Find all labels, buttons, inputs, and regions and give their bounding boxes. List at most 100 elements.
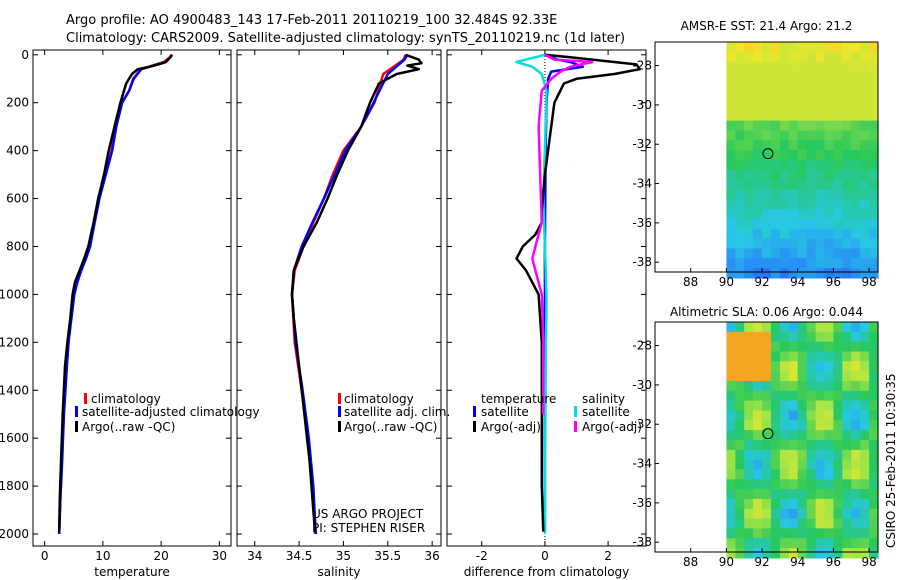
heatmap-cell bbox=[771, 322, 781, 333]
heatmap-cell bbox=[788, 179, 799, 190]
heatmap-cell bbox=[806, 430, 817, 441]
heatmap-cell bbox=[744, 238, 754, 249]
y-tick-label: -34 bbox=[632, 177, 652, 191]
heatmap-cell bbox=[824, 420, 834, 431]
heatmap-cell bbox=[842, 420, 852, 431]
heatmap-cell bbox=[744, 538, 754, 549]
heatmap-cell bbox=[797, 439, 808, 451]
heatmap-cell bbox=[842, 179, 852, 190]
heatmap-cell bbox=[851, 258, 861, 269]
heatmap-cell bbox=[842, 101, 852, 112]
heatmap-cell bbox=[842, 110, 852, 122]
x-tick-label: 92 bbox=[754, 555, 769, 569]
heatmap-cell bbox=[735, 518, 745, 529]
heatmap-cell bbox=[726, 410, 736, 421]
heatmap-cell bbox=[860, 140, 870, 151]
heatmap-cell bbox=[726, 548, 736, 559]
heatmap-cell bbox=[806, 61, 817, 73]
heatmap-cell bbox=[833, 361, 843, 372]
heatmap-cell bbox=[735, 459, 745, 470]
heatmap-cell bbox=[797, 400, 808, 411]
heatmap-cell bbox=[851, 130, 861, 141]
heatmap-cell bbox=[779, 189, 790, 200]
heatmap-cell bbox=[833, 140, 843, 151]
heatmap-cell bbox=[806, 381, 817, 392]
heatmap-cell bbox=[726, 449, 736, 461]
heatmap-cell bbox=[762, 248, 772, 259]
heatmap-cell bbox=[771, 91, 781, 102]
heatmap-cell bbox=[860, 120, 870, 131]
heatmap-cell bbox=[869, 498, 879, 510]
heatmap-cell bbox=[842, 410, 852, 421]
heatmap-cell bbox=[779, 42, 790, 53]
heatmap-cell bbox=[744, 449, 754, 461]
x-axis-label: difference from climatology bbox=[464, 565, 630, 579]
heatmap-cell bbox=[744, 390, 754, 402]
heatmap-cell bbox=[744, 371, 754, 382]
heatmap-cell bbox=[824, 159, 834, 171]
heatmap-cell bbox=[797, 218, 808, 230]
heatmap-cell bbox=[851, 159, 861, 171]
heatmap-cell bbox=[806, 228, 817, 240]
heatmap-cell bbox=[735, 420, 745, 431]
heatmap-cell bbox=[842, 159, 852, 171]
heatmap-cell bbox=[842, 381, 852, 392]
heatmap-cell bbox=[753, 169, 763, 181]
heatmap-cell bbox=[806, 322, 817, 333]
heatmap-cell bbox=[797, 91, 808, 102]
heatmap-cell bbox=[744, 228, 754, 240]
heatmap-cell bbox=[779, 61, 790, 73]
heatmap-cell bbox=[779, 258, 790, 269]
heatmap-cell bbox=[771, 489, 781, 500]
heatmap-cell bbox=[797, 169, 808, 181]
heatmap-cell bbox=[744, 248, 754, 259]
heatmap-cell bbox=[815, 218, 826, 230]
heatmap-cell bbox=[762, 390, 772, 402]
heatmap-cell bbox=[842, 120, 852, 131]
heatmap-cell bbox=[753, 489, 763, 500]
x-tick-label: 0 bbox=[41, 549, 49, 563]
heatmap-cell bbox=[735, 209, 745, 220]
heatmap-cell bbox=[753, 61, 763, 73]
heatmap-cell bbox=[806, 258, 817, 269]
heatmap-cell bbox=[797, 548, 808, 559]
heatmap-cell bbox=[842, 459, 852, 470]
heatmap-cell bbox=[797, 361, 808, 372]
heatmap-cell bbox=[869, 159, 879, 171]
temperature-panel: 0 10 20 30 0 200 400 600 800 1000 1200 1400 1600 1800… bbox=[0, 48, 232, 579]
heatmap-cell bbox=[779, 548, 790, 559]
heatmap-cell bbox=[806, 331, 817, 343]
heatmap-cell bbox=[744, 361, 754, 372]
heatmap-cell bbox=[788, 130, 799, 141]
heatmap-cell bbox=[762, 268, 772, 279]
heatmap-cell bbox=[806, 548, 817, 559]
heatmap-cell bbox=[815, 341, 826, 353]
y-tick-label: -28 bbox=[632, 59, 652, 73]
heatmap-cell bbox=[869, 110, 879, 122]
map-frame bbox=[654, 321, 879, 553]
heatmap-cell bbox=[744, 81, 754, 92]
heatmap-cell bbox=[797, 159, 808, 171]
y-tick-label: 2000 bbox=[0, 527, 29, 541]
heatmap-cell bbox=[833, 150, 843, 161]
heatmap-cell bbox=[762, 548, 772, 559]
heatmap-cell bbox=[860, 381, 870, 392]
heatmap-cell bbox=[815, 548, 826, 559]
legend-label-temp-argo: Argo(-adj) bbox=[481, 420, 541, 434]
heatmap-cell bbox=[726, 248, 736, 259]
header-line-1: Argo profile: AO 4900483_143 17-Feb-2011… bbox=[66, 13, 557, 28]
heatmap-cell bbox=[860, 498, 870, 510]
heatmap-cell bbox=[851, 248, 861, 259]
heatmap-cell bbox=[806, 130, 817, 141]
heatmap-cell bbox=[771, 130, 781, 141]
heatmap-cell bbox=[860, 538, 870, 549]
heatmap-cell bbox=[753, 508, 763, 520]
heatmap-cell bbox=[824, 110, 834, 122]
heatmap-cell bbox=[860, 371, 870, 382]
header-line-2: Climatology: CARS2009. Satellite-adjuste… bbox=[66, 31, 625, 46]
heatmap-cell bbox=[833, 218, 843, 230]
heatmap-cell bbox=[815, 238, 826, 249]
heatmap-cell bbox=[860, 71, 870, 82]
heatmap-cell bbox=[842, 258, 852, 269]
heatmap-cell bbox=[762, 258, 772, 269]
